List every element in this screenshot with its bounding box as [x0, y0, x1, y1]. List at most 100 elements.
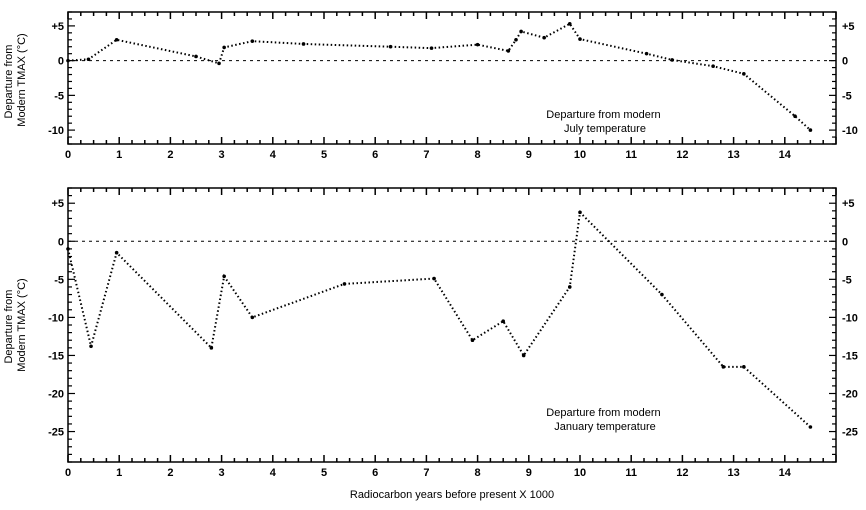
july-data-point — [742, 72, 746, 76]
january-data-point — [342, 282, 347, 286]
july-y-tick-label-left: -10 — [48, 125, 64, 137]
january-y-axis-title-line-2: Modern TMAX (°C) — [16, 278, 28, 371]
july-annotation-line-1: Departure from modern — [546, 109, 660, 121]
x-axis-title: Radiocarbon years before present X 1000 — [350, 489, 554, 501]
january-data-point — [209, 346, 214, 350]
january-data-point — [89, 344, 93, 349]
january-annotation: Departure from modern January temperatur… — [546, 407, 663, 433]
july-x-tick-label: 11 — [625, 149, 637, 161]
july-x-tick-label: 8 — [475, 149, 481, 161]
july-y-axis-title-line-1: Departure from — [3, 45, 15, 119]
july-data-point — [217, 61, 221, 66]
july-data-point — [542, 35, 546, 40]
january-data-point — [721, 365, 726, 369]
july-data-point — [475, 42, 480, 47]
january-y-tick-label-left: -5 — [54, 274, 64, 286]
january-data-point — [808, 425, 813, 429]
january-y-tick-label-right: +5 — [842, 198, 855, 210]
july-y-tick-label-left: 0 — [58, 56, 64, 68]
january-data-point — [742, 365, 746, 369]
july-x-tick-label: 5 — [321, 149, 327, 161]
july-y-tick-label-left: -5 — [54, 90, 64, 102]
january-plot-frame — [67, 187, 837, 463]
january-data-point — [660, 292, 664, 297]
july-temperature-line — [67, 22, 812, 131]
january-y-tick-label-left: -15 — [48, 350, 64, 362]
january-data-point — [114, 250, 119, 255]
july-data-point — [194, 54, 198, 59]
july-data-point — [578, 37, 582, 41]
july-data-point — [86, 57, 91, 62]
january-annotation-line-1: Departure from modern — [546, 407, 660, 419]
july-y-tick-label-right: -10 — [842, 125, 858, 137]
january-y-tick-label-right: -10 — [842, 312, 858, 324]
january-y-tick-label-left: -20 — [48, 389, 64, 401]
january-y-tick-label-left: +5 — [51, 198, 64, 210]
january-x-tick-label: 6 — [372, 467, 378, 479]
january-data-point — [66, 247, 70, 251]
january-x-tick-label: 5 — [321, 467, 327, 479]
january-y-tick-label-left: -25 — [48, 427, 64, 439]
january-x-tick-label: 2 — [167, 467, 173, 479]
july-data-point — [793, 114, 797, 119]
january-x-tick-label: 10 — [574, 467, 586, 479]
january-x-tick-label: 7 — [423, 467, 429, 479]
july-x-tick-label: 12 — [676, 149, 688, 161]
july-x-tick-label: 7 — [423, 149, 429, 161]
july-data-point — [250, 39, 255, 43]
july-y-axis-title-line-2: Modern TMAX (°C) — [16, 33, 28, 126]
january-x-tick-label: 14 — [779, 467, 792, 479]
january-y-tick-label-right: -20 — [842, 389, 858, 401]
january-data-point — [501, 319, 506, 323]
july-data-point — [66, 58, 70, 63]
july-y-tick-label-right: -5 — [842, 90, 852, 102]
july-annotation-line-2: July temperature — [564, 123, 646, 135]
january-data-point — [521, 353, 526, 358]
july-x-tick-label: 3 — [219, 149, 225, 161]
july-annotation: Departure from modern July temperature — [546, 109, 663, 135]
january-x-tick-label: 8 — [475, 467, 481, 479]
july-data-point — [114, 37, 119, 42]
july-x-tick-label: 13 — [727, 149, 739, 161]
january-x-tick-label: 0 — [65, 467, 71, 479]
july-y-tick-label-right: +5 — [842, 21, 855, 33]
july-x-tick-label: 9 — [526, 149, 532, 161]
january-y-tick-label-right: 0 — [842, 236, 848, 248]
july-y-tick-label-left: +5 — [51, 21, 64, 33]
january-y-tick-label-right: -25 — [842, 427, 858, 439]
july-data-point — [222, 45, 226, 50]
july-x-tick-label: 10 — [574, 149, 586, 161]
january-x-tick-label: 13 — [727, 467, 739, 479]
july-plot-frame — [67, 11, 837, 145]
july-x-tick-label: 1 — [116, 149, 122, 161]
january-data-point — [432, 276, 436, 281]
july-data-point — [567, 22, 572, 26]
january-x-tick-label: 12 — [676, 467, 688, 479]
july-x-tick-label: 6 — [372, 149, 378, 161]
january-x-tick-label: 1 — [116, 467, 122, 479]
july-x-tick-label: 14 — [779, 149, 792, 161]
january-data-point — [578, 210, 582, 215]
january-data-point — [250, 315, 255, 320]
july-data-point — [514, 37, 518, 42]
january-y-axis-title: Departure from Modern TMAX (°C) — [3, 278, 28, 371]
january-data-point — [567, 285, 572, 289]
july-data-point — [644, 51, 649, 56]
january-y-tick-label-right: -5 — [842, 274, 852, 286]
july-data-point — [670, 58, 674, 62]
january-x-tick-label: 11 — [625, 467, 637, 479]
july-x-tick-label: 4 — [270, 149, 277, 161]
july-x-tick-label: 0 — [65, 149, 71, 161]
july-data-point — [519, 29, 523, 34]
july-panel: 0 1 2 3 4 5 6 7 8 9 10 11 12 13 14+5 +50 0-5 -5-10 -10 Dep… — [3, 11, 858, 161]
july-data-point — [301, 42, 306, 46]
january-y-tick-label-right: -15 — [842, 350, 858, 362]
july-data-point — [808, 128, 813, 132]
january-x-tick-label: 9 — [526, 467, 532, 479]
july-y-axis-title: Departure from Modern TMAX (°C) — [3, 33, 28, 126]
january-temperature-line — [67, 210, 812, 428]
july-data-point — [711, 64, 715, 68]
july-y-tick-label-right: 0 — [842, 56, 848, 68]
july-data-point — [506, 49, 511, 53]
